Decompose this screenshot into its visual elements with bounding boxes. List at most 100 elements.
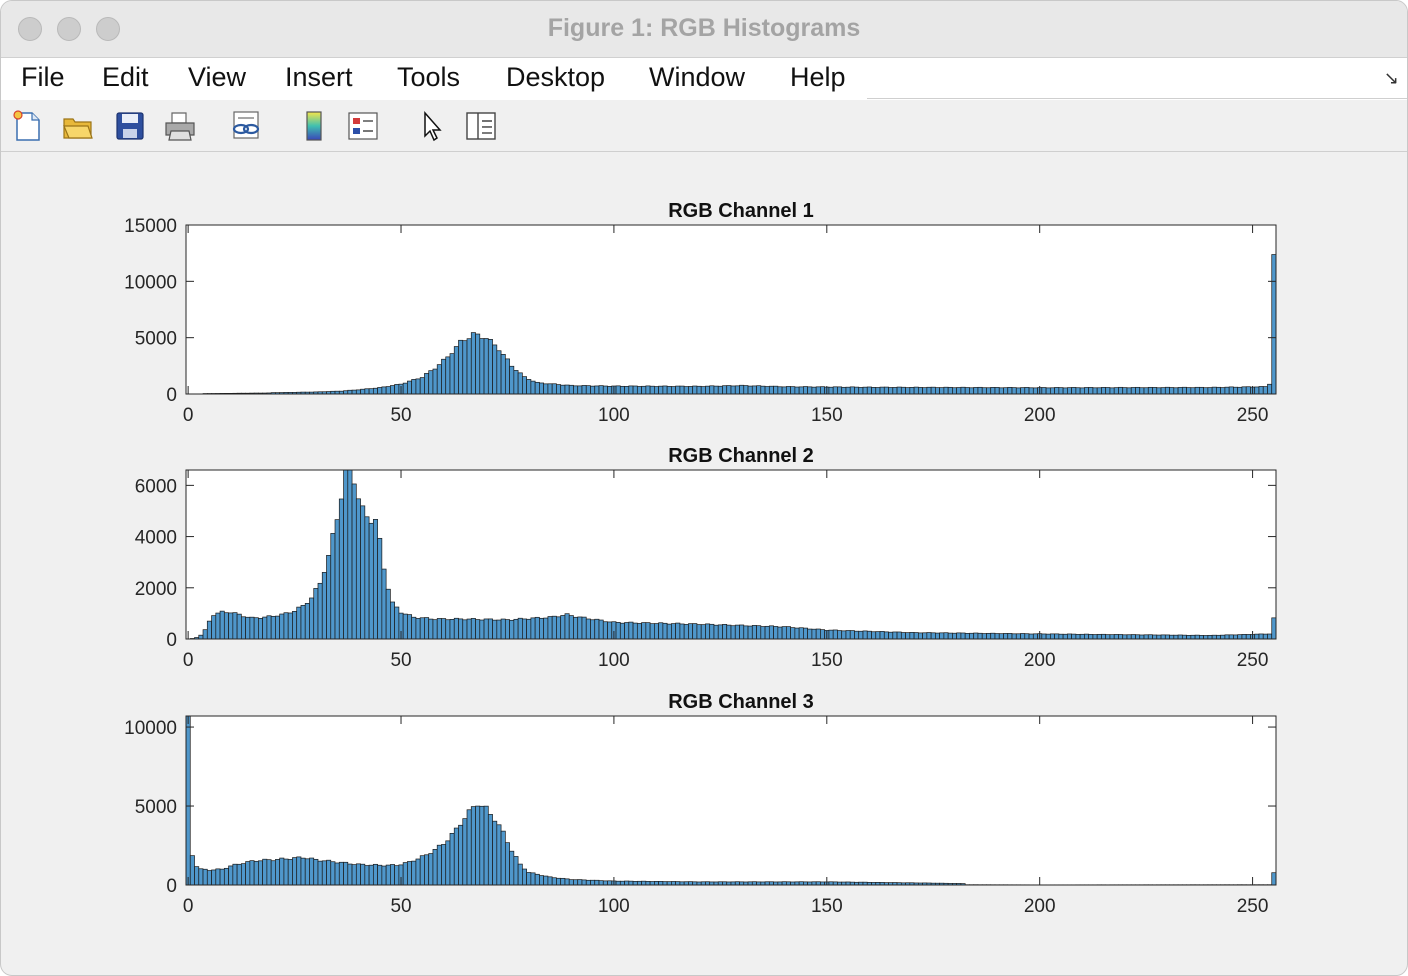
- histogram-bar: [632, 622, 638, 640]
- histogram-bar: [458, 824, 464, 886]
- histogram-bar: [453, 827, 459, 886]
- histogram-bar: [1096, 387, 1102, 395]
- histogram-bar: [1007, 633, 1013, 640]
- histogram-bar: [832, 629, 838, 640]
- histogram-bar: [1101, 387, 1107, 395]
- histogram-bar: [973, 632, 979, 640]
- histogram-bar: [1216, 386, 1222, 395]
- histogram-bar: [585, 618, 591, 640]
- histogram-bar: [858, 387, 864, 395]
- histogram-bar: [283, 858, 289, 886]
- histogram-bar: [666, 881, 672, 886]
- histogram-bar: [492, 820, 498, 886]
- menu-tools[interactable]: Tools: [397, 62, 461, 92]
- histogram-bar: [960, 386, 966, 395]
- histogram-bar: [658, 385, 664, 395]
- histogram-bar: [1271, 617, 1277, 640]
- histogram-bar: [211, 869, 217, 886]
- axes-frame: [185, 224, 1277, 395]
- histogram-bar: [470, 618, 476, 640]
- title-bar[interactable]: Figure 1: RGB Histograms: [1, 1, 1407, 58]
- menu-help[interactable]: Help: [790, 62, 846, 92]
- histogram-bar: [594, 385, 600, 395]
- chart-title: RGB Channel 3: [668, 691, 814, 713]
- histogram-bar: [896, 631, 902, 640]
- histogram-bar: [598, 619, 604, 640]
- save-icon[interactable]: [113, 109, 147, 143]
- histogram-bar: [522, 868, 527, 886]
- histogram-bar: [321, 860, 327, 886]
- property-editor-icon[interactable]: [464, 109, 498, 143]
- menu-view[interactable]: View: [188, 62, 247, 92]
- histogram-bar: [734, 624, 740, 640]
- close-window-button[interactable]: [18, 17, 42, 41]
- histogram-bar: [436, 618, 442, 640]
- minimize-window-button[interactable]: [57, 17, 81, 41]
- histogram-bar: [1058, 387, 1064, 395]
- histogram-bar: [479, 338, 485, 395]
- histogram-bar: [1152, 634, 1158, 640]
- histogram-bar: [883, 631, 889, 640]
- histogram-bar: [1233, 634, 1239, 640]
- histogram-bar: [849, 386, 855, 395]
- histogram-bar: [368, 388, 374, 395]
- histogram-bar: [794, 627, 800, 640]
- histogram-bar: [530, 380, 536, 395]
- plot-area: [186, 225, 1276, 394]
- histogram-bar: [1267, 383, 1273, 395]
- histogram-bar: [615, 880, 621, 886]
- histogram-bar: [415, 858, 421, 886]
- histogram-bar: [1105, 634, 1111, 640]
- histogram-bar: [722, 385, 728, 395]
- histogram-bar: [628, 880, 634, 886]
- histogram-bar: [407, 861, 413, 886]
- histogram-bar: [228, 612, 234, 640]
- histogram-bar: [1020, 633, 1026, 640]
- histogram-bar: [1011, 633, 1017, 640]
- menu-window[interactable]: Window: [649, 62, 746, 92]
- histogram-bar: [304, 858, 310, 886]
- new-figure-icon[interactable]: [11, 109, 45, 143]
- dock-arrow-icon[interactable]: ↘: [1383, 68, 1399, 88]
- histogram-bar: [492, 619, 498, 640]
- histogram-bar: [219, 868, 225, 886]
- histogram-bar: [419, 377, 425, 395]
- menu-file[interactable]: File: [21, 62, 65, 92]
- histogram-bar: [504, 842, 510, 886]
- histogram-bar: [1199, 386, 1204, 395]
- histogram-bar: [556, 384, 562, 395]
- histogram-bar: [1062, 387, 1068, 395]
- histogram-bar: [543, 383, 549, 395]
- histogram-bar: [343, 861, 349, 886]
- link-plot-icon[interactable]: [229, 109, 263, 143]
- histogram-bar: [726, 385, 732, 395]
- histogram-bar: [590, 385, 596, 395]
- histogram-bar: [304, 603, 310, 640]
- histogram-bar: [296, 606, 302, 640]
- pointer-icon[interactable]: [415, 109, 449, 143]
- menu-insert[interactable]: Insert: [285, 62, 353, 92]
- histogram-bar: [462, 818, 468, 886]
- menu-desktop[interactable]: Desktop: [506, 62, 606, 92]
- histogram-bar: [832, 386, 838, 395]
- legend-icon[interactable]: [346, 109, 380, 143]
- menu-edit[interactable]: Edit: [102, 62, 149, 92]
- histogram-bar: [964, 387, 970, 395]
- histogram-bar: [607, 386, 613, 395]
- histogram-bar: [1177, 634, 1183, 640]
- histogram-bar: [585, 879, 591, 886]
- histogram-bar: [415, 378, 421, 395]
- histogram-bar: [509, 850, 515, 886]
- colorbar-icon[interactable]: [297, 109, 331, 143]
- histogram-bar: [462, 340, 468, 395]
- open-file-icon[interactable]: [61, 109, 95, 143]
- histogram-bar: [266, 615, 272, 640]
- zoom-window-button[interactable]: [96, 17, 120, 41]
- print-icon[interactable]: [163, 109, 197, 143]
- histogram-bar: [1186, 635, 1192, 640]
- histogram-bar: [1071, 633, 1077, 640]
- histogram-bar: [1135, 634, 1141, 640]
- histogram-bar: [790, 386, 796, 395]
- histogram-bar: [1003, 633, 1009, 640]
- histogram-bar: [419, 855, 425, 886]
